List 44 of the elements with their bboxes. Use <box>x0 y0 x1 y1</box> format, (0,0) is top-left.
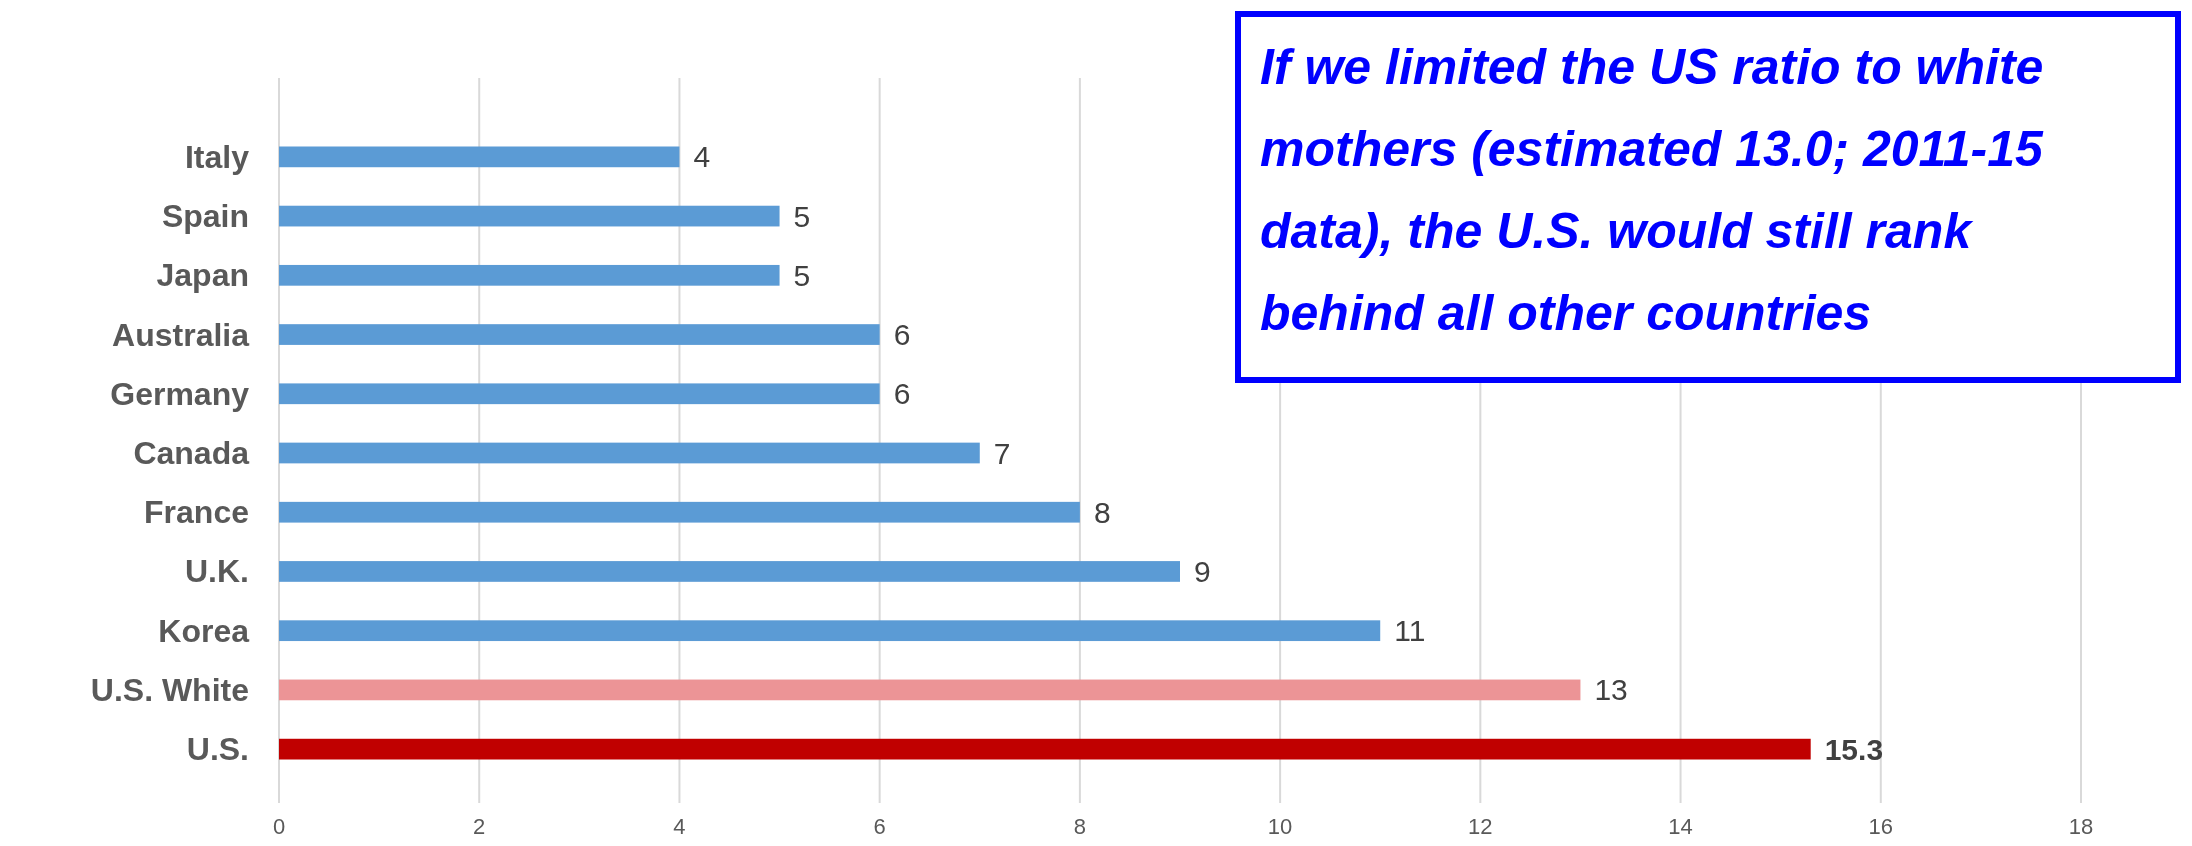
data-label: 5 <box>793 199 811 233</box>
bar <box>279 620 1381 642</box>
y-tick-label: Spain <box>161 198 249 235</box>
bar <box>279 561 1180 582</box>
x-tick-label: 4 <box>673 814 686 839</box>
data-label: 15.3 <box>1824 732 1884 766</box>
x-tick-label: 10 <box>1267 814 1293 839</box>
bar <box>279 146 680 168</box>
y-tick-label: Germany <box>110 375 250 412</box>
data-label: 11 <box>1394 614 1426 648</box>
bar <box>279 501 1080 523</box>
bar <box>279 679 1581 701</box>
y-tick-label: Italy <box>184 138 250 175</box>
data-label: 8 <box>1093 495 1111 529</box>
bar <box>279 324 880 345</box>
y-tick-label: U.K. <box>185 553 249 590</box>
bar <box>279 205 780 227</box>
data-label: 4 <box>693 140 711 174</box>
x-tick-label: 2 <box>473 814 486 839</box>
data-label: 9 <box>1194 554 1211 588</box>
y-tick-label: Canada <box>133 435 250 471</box>
y-tick-label: France <box>144 494 249 531</box>
bar <box>279 264 780 286</box>
x-tick-label: 12 <box>1468 814 1493 839</box>
bar <box>279 442 980 464</box>
x-tick-label: 8 <box>1073 814 1087 839</box>
y-tick-label: U.S. <box>186 731 249 768</box>
data-label: 13 <box>1594 673 1628 707</box>
x-tick-label: 0 <box>272 814 286 839</box>
data-label: 7 <box>993 436 1011 470</box>
y-tick-label: Korea <box>158 612 250 649</box>
data-label: 5 <box>793 258 811 292</box>
x-tick-label: 16 <box>1868 814 1894 839</box>
x-tick-label: 18 <box>2068 814 2094 839</box>
y-tick-label: U.S. White <box>90 671 249 708</box>
data-label: 6 <box>893 318 911 352</box>
x-tick-label: 14 <box>1668 814 1693 839</box>
bar <box>279 738 1811 760</box>
data-label: 6 <box>893 377 911 411</box>
x-tick-label: 6 <box>873 814 886 839</box>
bar <box>279 383 880 405</box>
y-tick-label: Japan <box>156 257 249 294</box>
annotation: If we limited the US ratio to white mothers (estimated 13.0; 2011-15 data), the U.S. would still rank behind all other countries <box>1260 39 2044 341</box>
y-tick-label: Australia <box>112 316 250 353</box>
